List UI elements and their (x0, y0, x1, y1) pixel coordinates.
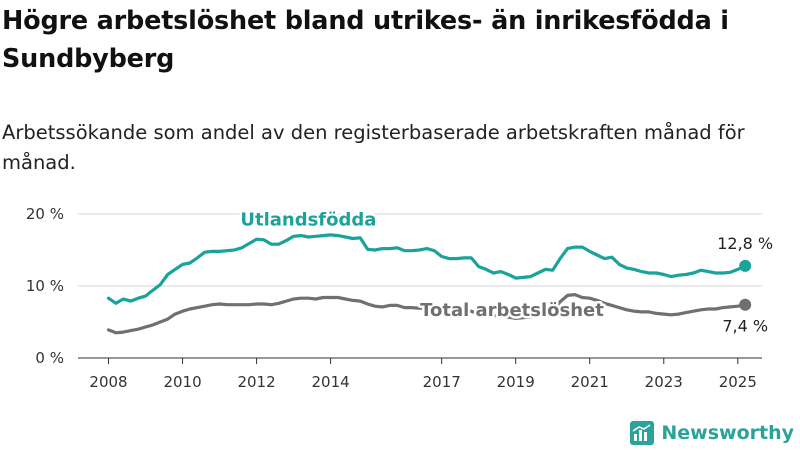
chart-subtitle: Arbetssökande som andel av den registerb… (2, 121, 745, 174)
y-tick-label: 10 % (26, 277, 64, 295)
series-end-point (739, 259, 752, 272)
x-tick-label: 2021 (571, 373, 609, 391)
chart-title: Högre arbetslöshet bland utrikes- än inr… (2, 6, 729, 74)
x-axis: 2008 2010 2012 2014 2017 2019 2021 2023 2025 (78, 357, 762, 391)
x-tick-label: 2010 (163, 373, 201, 391)
newsworthy-logo-icon (630, 421, 655, 445)
x-tick-label: 2023 (645, 373, 683, 391)
series-label-total: Total arbetslöshet (420, 300, 604, 321)
series-label-utlandsfodda: Utlandsfödda (240, 210, 376, 231)
x-tick-label: 2012 (237, 373, 275, 391)
x-tick-label: 2014 (312, 373, 350, 391)
end-value-label-total: 7,4 % (722, 317, 768, 336)
newsworthy-brand[interactable]: Newsworthy (629, 419, 794, 447)
series-lines (106, 233, 752, 335)
x-tick-label: 2025 (719, 373, 757, 391)
series-line (106, 293, 747, 335)
series-end-point (739, 298, 752, 311)
series-line (106, 233, 747, 305)
x-tick-label: 2017 (423, 373, 461, 391)
x-tick-label: 2008 (89, 373, 127, 391)
y-axis-tick-labels: 0 % 10 % 20 % (26, 205, 64, 367)
end-value-label-utlandsfodda: 12,8 % (717, 234, 773, 253)
gridlines (78, 213, 762, 287)
y-tick-label: 20 % (26, 205, 64, 223)
y-tick-label: 0 % (35, 349, 64, 367)
series-labels: Utlandsfödda Total arbetslöshet 12,8 % 7,4 … (238, 207, 773, 336)
brand-name: Newsworthy (661, 422, 794, 444)
x-tick-label: 2019 (497, 373, 535, 391)
